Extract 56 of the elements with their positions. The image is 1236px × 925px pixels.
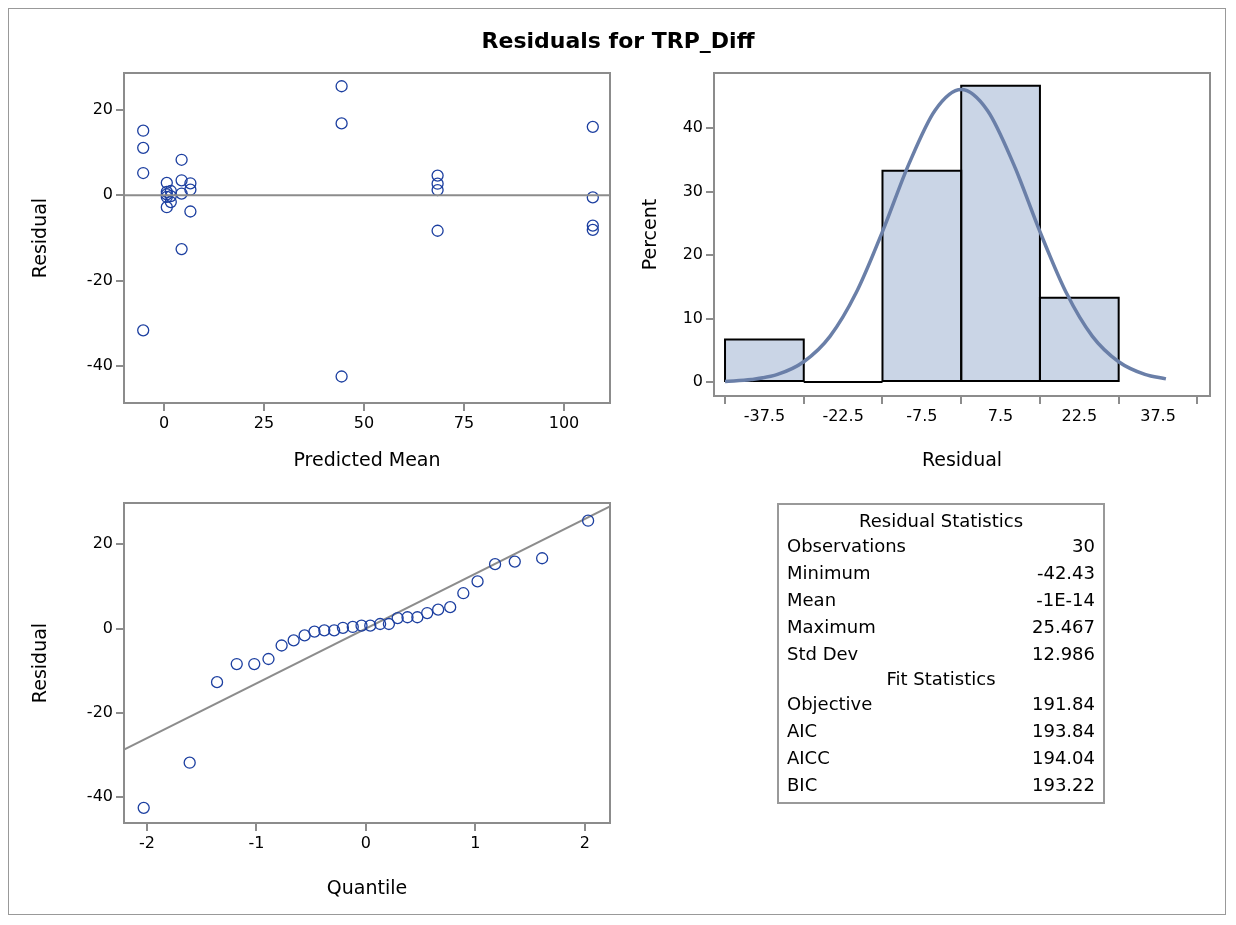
y-axis-title: Percent xyxy=(638,198,661,271)
y-tick-label: 0 xyxy=(102,617,113,637)
x-tick-label: 37.5 xyxy=(1140,405,1176,425)
chart-title: Residuals for TRP_Diff xyxy=(480,28,756,53)
category-label: BIC xyxy=(787,773,818,797)
x-tick-label: 0 xyxy=(360,832,371,852)
text: Fit Statistics xyxy=(885,668,997,689)
y-tick-label: -40 xyxy=(86,786,113,806)
x-axis-title: Predicted Mean xyxy=(293,447,441,470)
x-tick-label: -7.5 xyxy=(906,405,938,425)
y-tick-label: 20 xyxy=(92,98,113,118)
text: -42.43 xyxy=(1036,562,1095,583)
text: Residual Statistics xyxy=(858,510,1024,531)
x-axis-title: Residual xyxy=(921,447,1003,470)
category-label: AIC xyxy=(787,719,818,743)
y-tick-label: 0 xyxy=(102,184,113,204)
y-axis-title: Residual xyxy=(28,197,51,279)
x-tick-label: 50 xyxy=(353,412,375,432)
y-tick-label: 10 xyxy=(682,307,703,327)
text: 191.84 xyxy=(1032,693,1095,714)
x-tick-label: 1 xyxy=(470,832,481,852)
category-label: Mean xyxy=(787,588,837,612)
y-tick-label: 40 xyxy=(682,117,703,137)
x-tick-label: 0 xyxy=(158,412,170,432)
category-label: AICC xyxy=(787,746,830,770)
text: 193.22 xyxy=(1032,774,1095,795)
text: 30 xyxy=(1072,535,1095,556)
text: 194.04 xyxy=(1032,747,1095,768)
category-label: Objective xyxy=(787,692,873,716)
y-tick-label: -20 xyxy=(86,269,113,289)
y-tick-label: -40 xyxy=(86,355,113,375)
category-label: Maximum xyxy=(787,615,876,639)
text: 25.467 xyxy=(1032,616,1095,637)
category-label: Minimum xyxy=(787,561,871,585)
x-tick-label: 75 xyxy=(453,412,475,432)
y-tick-label: 20 xyxy=(92,533,113,553)
y-tick-label: -20 xyxy=(86,702,113,722)
category-label: Observations xyxy=(787,534,906,558)
x-tick-label: 2 xyxy=(579,832,590,852)
x-tick-label: -22.5 xyxy=(822,405,864,425)
text: 193.84 xyxy=(1032,720,1095,741)
x-tick-label: 22.5 xyxy=(1061,405,1098,425)
y-tick-label: 20 xyxy=(682,244,703,264)
y-axis-title: Residual xyxy=(28,622,51,704)
x-axis-title: Quantile xyxy=(326,875,408,898)
x-tick-label: -1 xyxy=(248,832,265,852)
x-tick-label: -2 xyxy=(139,832,155,852)
x-tick-label: -37.5 xyxy=(743,405,786,425)
text: 12.986 xyxy=(1032,643,1095,664)
y-tick-label: 0 xyxy=(692,371,703,391)
text: -1E-14 xyxy=(1036,589,1095,610)
y-tick-label: 30 xyxy=(682,180,703,200)
x-tick-label: 25 xyxy=(253,412,275,432)
x-tick-label: 7.5 xyxy=(987,405,1014,425)
category-label: Std Dev xyxy=(787,642,859,666)
x-tick-label: 100 xyxy=(548,412,580,432)
